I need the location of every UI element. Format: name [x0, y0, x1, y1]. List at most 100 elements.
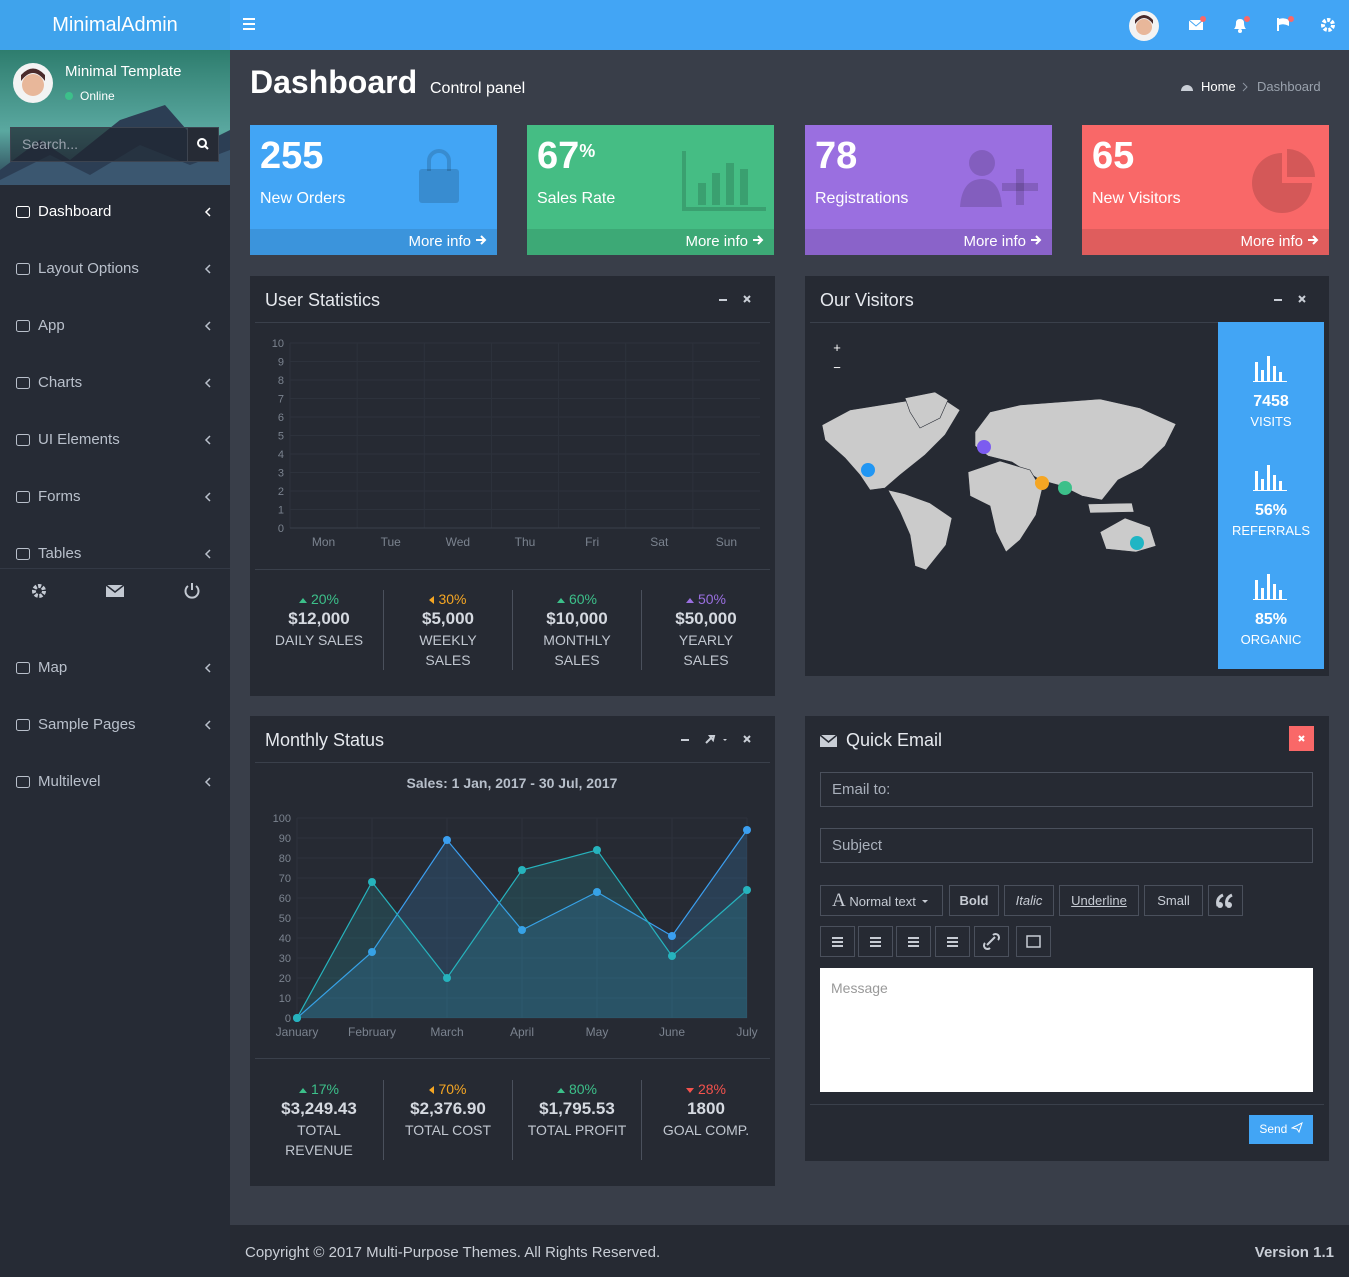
icon-line — [832, 941, 843, 943]
small-button[interactable]: Small — [1144, 885, 1203, 916]
brand[interactable]: MinimalAdmin — [0, 0, 230, 50]
menu-item[interactable]: Sample Pages — [0, 705, 230, 745]
tile-footer[interactable]: More info — [250, 229, 497, 255]
land — [821, 391, 1177, 571]
editor-button[interactable] — [935, 926, 970, 957]
mail-icon[interactable] — [1188, 16, 1208, 34]
box-tools[interactable] — [680, 734, 760, 744]
zoom-out[interactable]: − — [833, 360, 841, 375]
menu-item[interactable]: App — [0, 306, 230, 346]
tile-footer[interactable]: More info — [805, 229, 1052, 255]
settings-icon[interactable] — [1320, 17, 1336, 33]
italic-button[interactable]: Italic — [1004, 885, 1054, 916]
breadcrumb-sep — [1242, 82, 1248, 92]
menu-item[interactable]: Charts — [0, 363, 230, 403]
menu-icon — [16, 491, 30, 503]
message-textarea[interactable]: Message — [820, 968, 1313, 1092]
box-tools[interactable] — [1273, 294, 1313, 304]
menu-chevron — [204, 777, 211, 787]
series-point — [668, 952, 676, 960]
version: Version 1.1 — [1254, 1244, 1334, 1261]
editor-icon — [1026, 935, 1041, 948]
divider — [255, 569, 770, 570]
editor-button[interactable] — [896, 926, 931, 957]
menu-icon — [16, 377, 30, 389]
chevron — [204, 549, 211, 559]
logout-link[interactable] — [183, 581, 201, 599]
arrow — [753, 235, 764, 245]
editor-button[interactable] — [858, 926, 893, 957]
editor-button[interactable] — [820, 926, 855, 957]
editor-button[interactable] — [1016, 926, 1051, 957]
y-tick-label: 30 — [279, 953, 291, 965]
send-button[interactable]: Send — [1249, 1115, 1313, 1144]
stat-change: 28% — [648, 1080, 764, 1098]
tile-label: New Orders — [260, 190, 346, 207]
trend-arrow — [298, 1087, 307, 1093]
tile-icon — [1252, 149, 1315, 213]
search-button[interactable] — [187, 127, 219, 162]
user-avatar[interactable] — [1128, 10, 1160, 42]
menu-item[interactable]: Forms — [0, 477, 230, 517]
menu-toggle[interactable] — [243, 18, 256, 30]
box-tools[interactable] — [718, 294, 758, 304]
stat-label: WEEKLY SALES — [419, 632, 477, 668]
page-subtitle: Control panel — [430, 80, 526, 97]
tile-footer[interactable]: More info — [1082, 229, 1329, 255]
menu-label: Layout Options — [38, 260, 139, 277]
settings-link[interactable] — [31, 583, 47, 599]
series-area — [297, 850, 747, 1018]
stat-column: 17% $3,249.43 TOTAL REVENUE — [255, 1080, 383, 1160]
menu-item[interactable]: Layout Options — [0, 249, 230, 289]
stat-column: 30% $5,000 WEEKLY SALES — [383, 590, 512, 670]
y-tick-label: 7 — [278, 394, 284, 406]
icon-shape — [16, 548, 30, 560]
close-button[interactable] — [1289, 726, 1314, 751]
quote-button[interactable] — [1208, 885, 1243, 916]
icon-line — [870, 941, 881, 943]
mail-link[interactable] — [106, 584, 124, 598]
format-dropdown[interactable]: A Normal text — [820, 885, 943, 916]
search-input[interactable]: Search... — [10, 127, 188, 162]
breadcrumb-home[interactable]: Home — [1201, 79, 1236, 94]
email-to-input[interactable]: Email to: — [820, 772, 1313, 807]
menu-chevron — [204, 492, 211, 502]
y-tick-label: 0 — [278, 523, 284, 535]
menu-item[interactable]: Multilevel — [0, 762, 230, 802]
chevron — [204, 435, 211, 445]
editor-button[interactable] — [974, 926, 1009, 957]
stat-tile: 255 New Orders More info — [250, 125, 497, 255]
y-tick-label: 70 — [279, 873, 291, 885]
stat-value: $50,000 — [675, 609, 737, 628]
menu-item[interactable]: Map — [0, 648, 230, 688]
menu-item[interactable]: UI Elements — [0, 420, 230, 460]
visitor-stat-value: 56% — [1254, 502, 1288, 519]
zoom-in[interactable]: + — [833, 340, 841, 355]
stat-column: 20% $12,000 DAILY SALES — [255, 590, 383, 670]
flag-icon[interactable] — [1276, 16, 1296, 34]
menu-chevron — [204, 435, 211, 445]
stat-change-value: 20% — [310, 591, 340, 607]
chevron — [204, 663, 211, 673]
stat-value: $3,249.43 — [281, 1099, 357, 1118]
bold-button[interactable]: Bold — [949, 885, 999, 916]
menu-chevron — [204, 321, 211, 331]
x-tick-label: February — [348, 1025, 396, 1039]
icon-line — [870, 945, 881, 947]
mail-icon — [819, 734, 838, 747]
y-tick-label: 80 — [279, 853, 291, 865]
divider — [255, 762, 770, 763]
subject-input[interactable]: Subject — [820, 828, 1313, 863]
trend-arrow — [685, 597, 694, 603]
copyright: Copyright © 2017 Multi-Purpose Themes. A… — [245, 1244, 661, 1261]
trend-arrow — [556, 597, 565, 603]
stat-label: TOTAL COST — [404, 1122, 492, 1138]
menu-chevron — [204, 264, 211, 274]
menu-item[interactable]: Tables — [0, 534, 230, 574]
menu-item[interactable]: Dashboard — [0, 192, 230, 232]
underline-button[interactable]: Underline — [1059, 885, 1139, 916]
bell-icon[interactable] — [1232, 16, 1252, 34]
tile-footer[interactable]: More info — [527, 229, 774, 255]
divider — [255, 322, 770, 323]
icon-line — [947, 941, 958, 943]
